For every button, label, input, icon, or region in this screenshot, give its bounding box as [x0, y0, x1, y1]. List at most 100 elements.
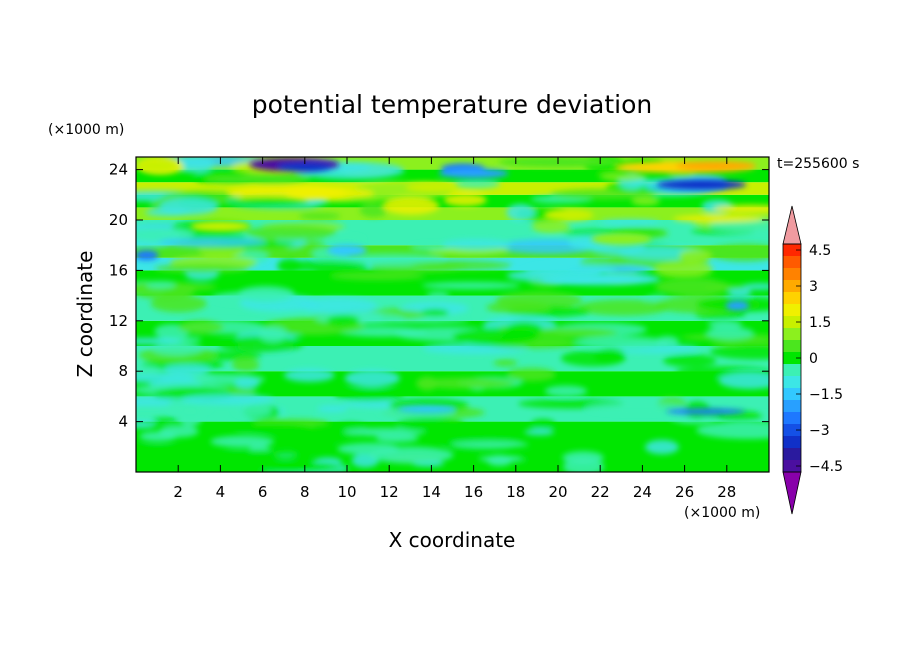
colorbar-bin [783, 412, 801, 425]
field-cell [713, 204, 769, 213]
field-cell [530, 418, 556, 430]
field-cell [654, 278, 732, 296]
field-cell [709, 219, 769, 233]
field-cell [562, 451, 604, 464]
x-axis-label: X coordinate [389, 528, 516, 552]
field-cell [414, 377, 515, 390]
field-cell [278, 260, 368, 273]
field-cell [586, 403, 691, 414]
field-cell [453, 179, 501, 189]
field-cell [145, 281, 176, 289]
y-unit-label: (×1000 m) [48, 122, 124, 138]
field-cell [227, 196, 309, 208]
field-cell [178, 320, 225, 335]
y-tick-label: 4 [118, 413, 128, 431]
field-cell [136, 337, 183, 345]
field-cell [478, 455, 529, 463]
field-feature [405, 182, 458, 193]
colorbar-tick-label: 3 [809, 279, 818, 295]
field-cell [150, 295, 207, 313]
y-tick-label: 24 [109, 161, 128, 179]
field-feature [665, 408, 746, 415]
field-feature [656, 179, 747, 190]
field-feature [676, 160, 757, 171]
field-cell [672, 214, 764, 223]
colorbar-bin [783, 268, 801, 281]
field-cell [409, 243, 452, 251]
field-feature [591, 232, 652, 245]
field-cell [577, 299, 670, 316]
x-tick-label: 22 [591, 483, 610, 501]
field-cell [204, 174, 263, 185]
field-cell [506, 367, 556, 382]
colorbar-bin [783, 364, 801, 377]
field-cell [331, 272, 426, 281]
field-cell [644, 439, 679, 455]
field-cell [600, 219, 661, 226]
field-cell [136, 373, 197, 384]
field-cell [233, 403, 273, 417]
colorbar-bin [783, 304, 801, 317]
field-cell [174, 157, 215, 173]
field-cell [343, 427, 425, 437]
colorbar-extend-min [782, 471, 802, 515]
colorbar-extend-max [782, 205, 802, 245]
field-feature [190, 221, 251, 232]
colorbar-bin [783, 400, 801, 413]
x-tick-label: 14 [422, 483, 441, 501]
field-cell [154, 264, 249, 273]
field-cell [517, 454, 548, 462]
colorbar-bin [783, 448, 801, 461]
field-cell [344, 369, 400, 388]
field-cell [289, 434, 338, 445]
field-feature [543, 208, 594, 221]
time-label: t=255600 s [777, 156, 859, 172]
field-cell [531, 219, 570, 234]
field-feature [327, 244, 367, 257]
field-cell [223, 449, 313, 457]
field-cell [420, 308, 450, 317]
x-unit-label: (×1000 m) [684, 505, 760, 521]
field-cell [210, 435, 275, 448]
field-cell [136, 447, 194, 464]
field-cell [237, 286, 295, 302]
field-cell [337, 442, 400, 455]
colorbar-tick-label: 1.5 [809, 315, 831, 331]
field-cell [654, 261, 714, 277]
field-cell [334, 387, 405, 401]
field-features [136, 157, 757, 415]
field-band [136, 207, 769, 220]
field-cell [727, 288, 752, 298]
x-tick-label: 2 [173, 483, 183, 501]
field-cell [159, 197, 219, 216]
field-cell [158, 425, 199, 438]
plot-frame [135, 156, 770, 473]
field-cell [493, 359, 518, 367]
field-feature [397, 405, 458, 413]
field-cell [317, 405, 348, 413]
colorbar-bin [783, 352, 801, 365]
field-cell [298, 212, 341, 220]
colorbar-tick-label: −1.5 [809, 387, 843, 403]
field-cell [382, 196, 440, 215]
colorbar-bin [783, 316, 801, 329]
field-cell [524, 428, 555, 436]
field-cell [679, 249, 712, 263]
x-tick-label: 20 [548, 483, 567, 501]
field-feature [137, 159, 178, 172]
field-cell [506, 203, 535, 221]
field-cell [631, 197, 660, 206]
field-feature [540, 273, 661, 286]
field-cell [328, 235, 365, 245]
field-cell [655, 336, 680, 347]
y-tick-label: 16 [109, 261, 128, 279]
field-cell [707, 320, 743, 329]
field-feature [438, 168, 509, 179]
colorbar-bin [783, 280, 801, 293]
x-tick-label: 16 [464, 483, 483, 501]
field-cell [705, 326, 754, 340]
x-tick-label: 26 [675, 483, 694, 501]
colorbar-bin [783, 460, 801, 473]
field-cell [189, 461, 265, 468]
